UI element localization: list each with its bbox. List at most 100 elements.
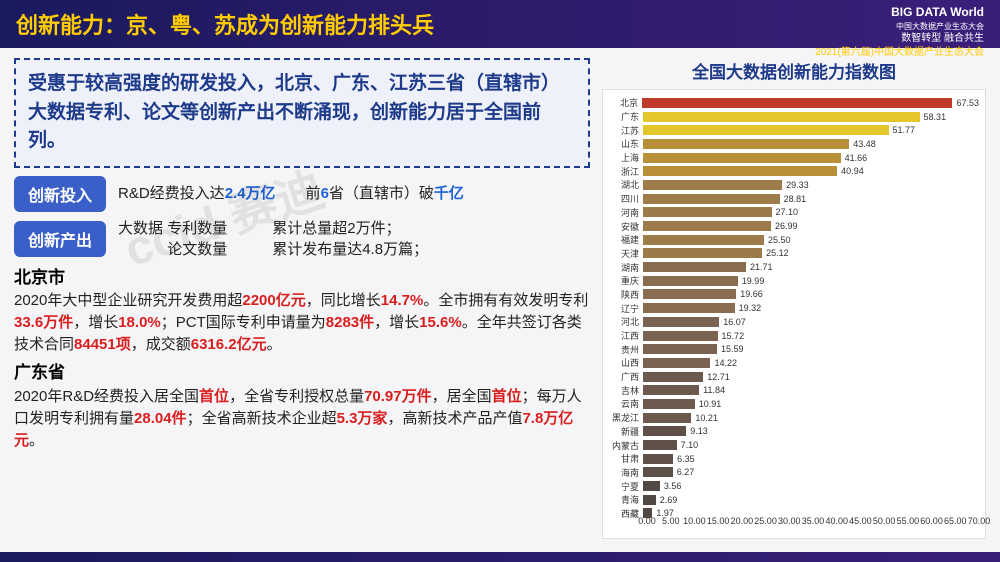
bar bbox=[643, 372, 703, 382]
pill-invest-text: R&D经费投入达2.4万亿 前6省（直辖市）破千亿 bbox=[118, 183, 464, 204]
pill-output-text: 大数据 专利数量 累计总量超2万件； 论文数量 累计发布量达4.8万篇； bbox=[118, 218, 428, 260]
bar bbox=[643, 153, 841, 163]
header-tagline-2: 2021(第六届)中国大数据产业生态大会 bbox=[815, 46, 984, 60]
bar-value: 15.72 bbox=[718, 331, 745, 341]
bar bbox=[643, 481, 660, 491]
bar-row: 甘肃6.35 bbox=[647, 452, 979, 466]
bar-value: 26.99 bbox=[771, 221, 798, 231]
x-tick: 25.00 bbox=[754, 516, 777, 526]
bar-chart: 北京67.53广东58.31江苏51.77山东43.48上海41.66浙江40.… bbox=[602, 89, 986, 539]
x-tick: 50.00 bbox=[873, 516, 896, 526]
x-tick: 5.00 bbox=[662, 516, 680, 526]
footer-bar bbox=[0, 552, 1000, 562]
bar-value: 19.99 bbox=[738, 276, 765, 286]
bar-label: 山西 bbox=[607, 356, 643, 369]
bar-row: 新疆9.13 bbox=[647, 425, 979, 439]
bar-label: 江西 bbox=[607, 329, 643, 342]
left-column: 受惠于较高强度的研发投入，北京、广东、江苏三省（直辖市）大数据专利、论文等创新产… bbox=[14, 58, 590, 552]
x-axis: 0.005.0010.0015.0020.0025.0030.0035.0040… bbox=[647, 516, 979, 532]
bars-area: 北京67.53广东58.31江苏51.77山东43.48上海41.66浙江40.… bbox=[647, 96, 979, 514]
bar bbox=[643, 385, 699, 395]
bar-label: 安徽 bbox=[607, 220, 643, 233]
bar bbox=[643, 194, 780, 204]
bar-value: 41.66 bbox=[841, 153, 868, 163]
bar-label: 贵州 bbox=[607, 343, 643, 356]
bar-row: 海南6.27 bbox=[647, 466, 979, 480]
bar-row: 山东43.48 bbox=[647, 137, 979, 151]
slide-header: 创新能力：京、粤、苏成为创新能力排头兵 BIG DATA World 中国大数据… bbox=[0, 0, 1000, 48]
header-tagline-1: 数智转型 融合共生 bbox=[815, 32, 984, 46]
bar bbox=[643, 440, 677, 450]
bar-row: 江苏51.77 bbox=[647, 123, 979, 137]
bar bbox=[643, 399, 695, 409]
bar-row: 辽宁19.32 bbox=[647, 301, 979, 315]
bar-value: 11.84 bbox=[699, 385, 725, 395]
bar bbox=[643, 331, 718, 341]
bar-value: 51.77 bbox=[889, 125, 916, 135]
bar-label: 黑龙江 bbox=[607, 411, 643, 424]
bar bbox=[643, 221, 771, 231]
bar-label: 云南 bbox=[607, 397, 643, 410]
bar-label: 甘肃 bbox=[607, 452, 643, 465]
x-tick: 60.00 bbox=[920, 516, 943, 526]
bar-label: 天津 bbox=[607, 247, 643, 260]
bar bbox=[643, 276, 738, 286]
bar-label: 福建 bbox=[607, 233, 643, 246]
x-tick: 35.00 bbox=[802, 516, 825, 526]
bar-label: 北京 bbox=[607, 96, 642, 109]
bar bbox=[643, 495, 656, 505]
bar-label: 青海 bbox=[607, 493, 643, 506]
bar bbox=[643, 454, 673, 464]
bar-row: 湖南21.71 bbox=[647, 260, 979, 274]
bar bbox=[643, 317, 719, 327]
guangdong-name: 广东省 bbox=[14, 361, 590, 386]
bar-row: 内蒙古7.10 bbox=[647, 438, 979, 452]
bar-value: 40.94 bbox=[837, 166, 864, 176]
bar bbox=[643, 344, 717, 354]
bar-value: 14.22 bbox=[710, 358, 737, 368]
bar-value: 12.71 bbox=[703, 372, 730, 382]
bar-value: 2.69 bbox=[656, 495, 678, 505]
bar bbox=[643, 426, 686, 436]
bar-row: 青海2.69 bbox=[647, 493, 979, 507]
bar-label: 重庆 bbox=[607, 274, 643, 287]
bar-value: 9.13 bbox=[686, 426, 708, 436]
x-tick: 15.00 bbox=[707, 516, 730, 526]
bar-row: 重庆19.99 bbox=[647, 274, 979, 288]
bar-label: 宁夏 bbox=[607, 480, 643, 493]
bar-value: 58.31 bbox=[920, 112, 947, 122]
bar-row: 上海41.66 bbox=[647, 151, 979, 165]
bar-label: 陕西 bbox=[607, 288, 643, 301]
pill-row-2: 创新产出 大数据 专利数量 累计总量超2万件； 论文数量 累计发布量达4.8万篇… bbox=[14, 218, 590, 260]
bar-value: 21.71 bbox=[746, 262, 773, 272]
bar-row: 山西14.22 bbox=[647, 356, 979, 370]
content: 受惠于较高强度的研发投入，北京、广东、江苏三省（直辖市）大数据专利、论文等创新产… bbox=[0, 48, 1000, 552]
bar-label: 上海 bbox=[607, 151, 643, 164]
x-tick: 70.00 bbox=[968, 516, 991, 526]
x-tick: 10.00 bbox=[683, 516, 706, 526]
bar-value: 19.32 bbox=[735, 303, 762, 313]
bar bbox=[643, 413, 691, 423]
bar-label: 山东 bbox=[607, 137, 643, 150]
bar bbox=[643, 289, 736, 299]
slide-title: 创新能力：京、粤、苏成为创新能力排头兵 bbox=[16, 8, 434, 40]
summary-box: 受惠于较高强度的研发投入，北京、广东、江苏三省（直辖市）大数据专利、论文等创新产… bbox=[14, 58, 590, 168]
bar-value: 25.12 bbox=[762, 248, 789, 258]
bar-value: 67.53 bbox=[952, 98, 979, 108]
bar-label: 内蒙古 bbox=[607, 439, 643, 452]
bar-label: 广东 bbox=[607, 110, 643, 123]
x-tick: 40.00 bbox=[825, 516, 848, 526]
bar-value: 3.56 bbox=[660, 481, 682, 491]
bar-label: 河北 bbox=[607, 315, 643, 328]
bar bbox=[643, 248, 762, 258]
guangdong-block: 广东省 2020年R&D经费投入居全国首位，全省专利授权总量70.97万件，居全… bbox=[14, 361, 590, 451]
bar bbox=[643, 180, 782, 190]
bar-value: 15.59 bbox=[717, 344, 744, 354]
logo-text: BIG DATA World bbox=[815, 4, 984, 21]
bar-row: 广西12.71 bbox=[647, 370, 979, 384]
beijing-name: 北京市 bbox=[14, 266, 590, 291]
bar-value: 6.35 bbox=[673, 454, 695, 464]
bar bbox=[643, 467, 673, 477]
bar-value: 6.27 bbox=[673, 467, 695, 477]
bar-row: 安徽26.99 bbox=[647, 219, 979, 233]
